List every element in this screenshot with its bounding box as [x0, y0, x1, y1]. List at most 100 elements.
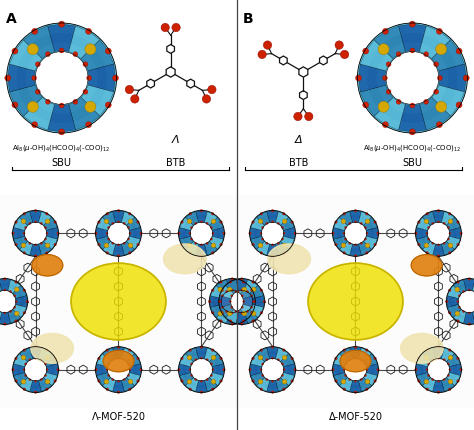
- Circle shape: [211, 289, 214, 292]
- Circle shape: [360, 359, 362, 361]
- Circle shape: [434, 62, 438, 67]
- Circle shape: [35, 244, 36, 246]
- Polygon shape: [44, 373, 57, 386]
- Bar: [237, 195, 474, 408]
- Circle shape: [343, 349, 346, 351]
- Circle shape: [424, 379, 428, 384]
- Circle shape: [123, 378, 125, 381]
- Polygon shape: [422, 212, 436, 225]
- Polygon shape: [8, 280, 21, 293]
- Polygon shape: [14, 354, 27, 367]
- Circle shape: [418, 221, 420, 223]
- Circle shape: [294, 112, 302, 121]
- Polygon shape: [0, 313, 10, 324]
- Polygon shape: [196, 244, 207, 256]
- Circle shape: [211, 388, 214, 390]
- Circle shape: [128, 243, 133, 248]
- Polygon shape: [204, 242, 218, 255]
- Polygon shape: [204, 348, 218, 362]
- Circle shape: [211, 212, 214, 215]
- Polygon shape: [256, 242, 270, 255]
- Polygon shape: [113, 211, 124, 222]
- Polygon shape: [179, 227, 191, 239]
- Polygon shape: [220, 286, 234, 298]
- Polygon shape: [97, 218, 110, 230]
- Circle shape: [418, 357, 420, 359]
- Circle shape: [262, 238, 264, 240]
- Circle shape: [386, 89, 391, 94]
- Circle shape: [206, 242, 208, 244]
- Bar: [0, 195, 237, 408]
- Circle shape: [252, 311, 256, 316]
- Circle shape: [59, 48, 64, 53]
- Circle shape: [252, 380, 254, 382]
- Circle shape: [178, 347, 225, 393]
- Circle shape: [242, 320, 245, 322]
- Circle shape: [218, 311, 222, 316]
- Circle shape: [374, 380, 376, 382]
- Circle shape: [252, 301, 254, 303]
- Circle shape: [340, 50, 349, 58]
- Circle shape: [277, 359, 279, 361]
- Polygon shape: [251, 237, 264, 249]
- Circle shape: [181, 357, 183, 359]
- Circle shape: [34, 209, 37, 212]
- Circle shape: [21, 219, 26, 224]
- Text: Λ: Λ: [172, 135, 180, 145]
- Circle shape: [46, 355, 50, 360]
- Circle shape: [118, 380, 119, 382]
- Circle shape: [424, 355, 428, 360]
- Circle shape: [254, 215, 292, 252]
- Circle shape: [221, 295, 223, 297]
- Polygon shape: [48, 24, 75, 52]
- Circle shape: [195, 378, 197, 381]
- Circle shape: [449, 369, 451, 371]
- Circle shape: [54, 243, 56, 246]
- Circle shape: [386, 62, 391, 67]
- Circle shape: [294, 232, 296, 235]
- Circle shape: [118, 357, 119, 359]
- Circle shape: [432, 222, 434, 224]
- Circle shape: [32, 76, 36, 80]
- Circle shape: [182, 215, 220, 252]
- Circle shape: [117, 209, 120, 212]
- Circle shape: [424, 243, 428, 248]
- Circle shape: [118, 244, 119, 246]
- Circle shape: [426, 232, 428, 234]
- Circle shape: [206, 359, 208, 361]
- Circle shape: [106, 369, 108, 371]
- Circle shape: [332, 210, 379, 256]
- Circle shape: [377, 232, 379, 235]
- Polygon shape: [185, 348, 199, 362]
- Circle shape: [228, 287, 232, 292]
- Circle shape: [341, 243, 346, 248]
- Circle shape: [211, 311, 214, 314]
- Circle shape: [262, 363, 264, 365]
- Circle shape: [246, 310, 248, 313]
- Polygon shape: [333, 227, 345, 239]
- Circle shape: [85, 44, 96, 55]
- Circle shape: [378, 44, 389, 55]
- Polygon shape: [433, 244, 444, 256]
- Circle shape: [195, 359, 197, 361]
- Circle shape: [436, 122, 442, 128]
- Circle shape: [191, 375, 192, 376]
- Circle shape: [349, 242, 351, 244]
- Polygon shape: [281, 218, 294, 230]
- Circle shape: [15, 311, 19, 316]
- Circle shape: [29, 222, 31, 224]
- Circle shape: [108, 363, 109, 365]
- Circle shape: [40, 378, 42, 381]
- Circle shape: [436, 101, 447, 112]
- Polygon shape: [14, 237, 27, 249]
- Circle shape: [54, 380, 56, 382]
- Polygon shape: [453, 280, 466, 293]
- Polygon shape: [196, 211, 207, 222]
- Polygon shape: [366, 227, 378, 239]
- Circle shape: [181, 221, 183, 223]
- Polygon shape: [30, 211, 41, 222]
- Circle shape: [345, 363, 346, 365]
- Polygon shape: [127, 354, 140, 367]
- Circle shape: [448, 252, 451, 254]
- Circle shape: [260, 369, 262, 371]
